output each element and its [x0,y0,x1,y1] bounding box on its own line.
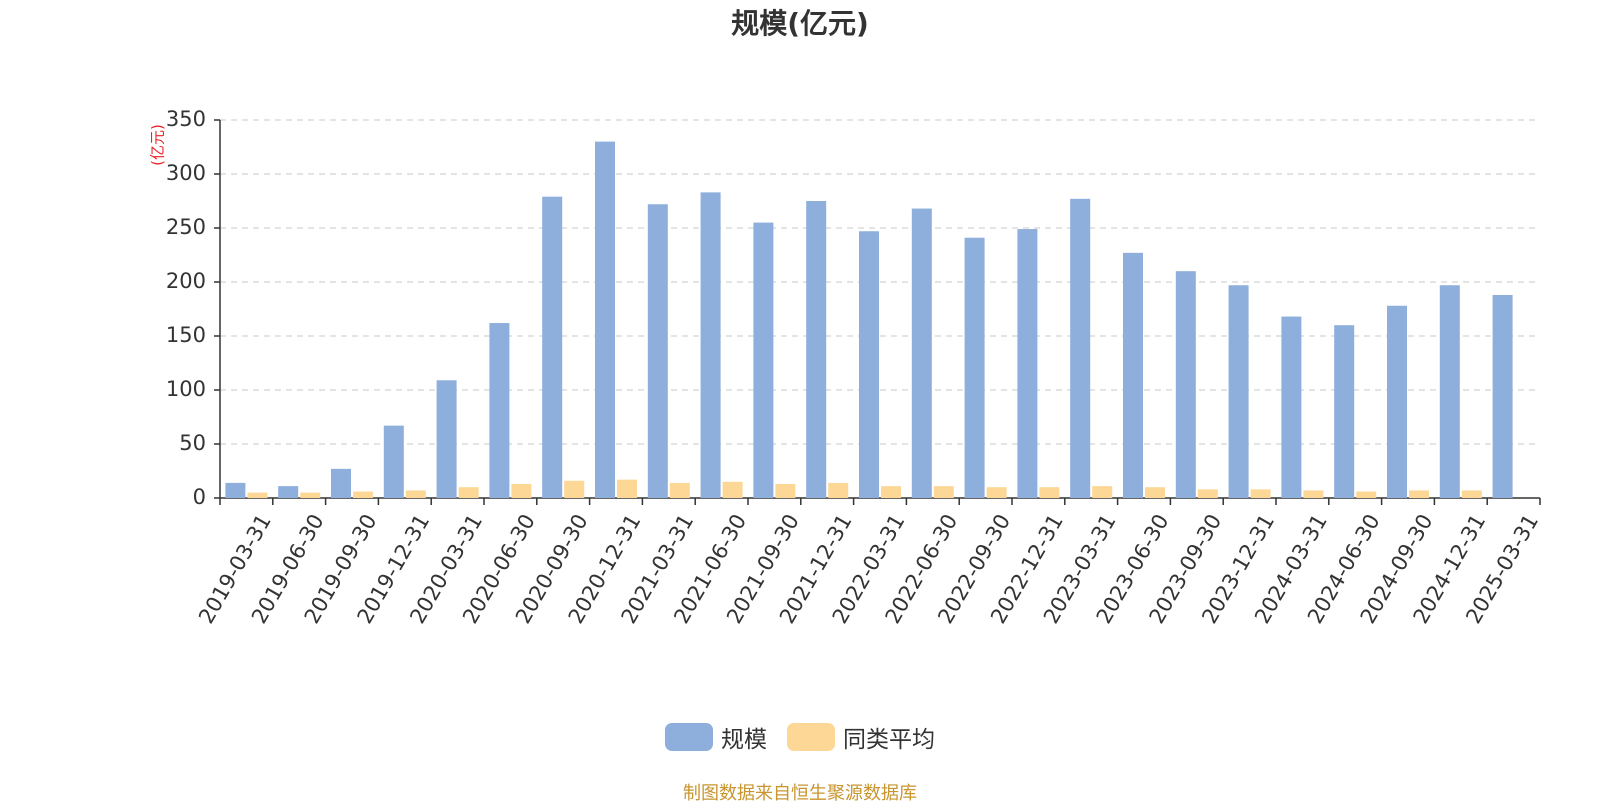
bar-scale[interactable] [436,380,457,498]
legend-item-scale[interactable]: 规模 [665,720,767,754]
bar-scale[interactable] [383,425,404,498]
bar-scale[interactable] [1492,294,1513,498]
bar-peer-average[interactable] [458,487,479,498]
bar-scale[interactable] [1070,198,1091,498]
bar-peer-average[interactable] [564,480,585,498]
bar-peer-average[interactable] [669,482,690,498]
y-axis-label: (亿元) [149,124,167,166]
bar-scale[interactable] [1334,325,1355,498]
bar-scale[interactable] [964,237,985,498]
bar-peer-average[interactable] [247,492,268,498]
bar-scale[interactable] [806,201,827,498]
legend-label-peer-average: 同类平均 [843,727,935,753]
bar-scale[interactable] [647,204,668,499]
bar-peer-average[interactable] [511,483,532,498]
bar-peer-average[interactable] [1250,489,1271,498]
bar-scale[interactable] [331,468,351,498]
bar-scale[interactable] [489,323,510,498]
bar-scale[interactable] [278,486,299,498]
bar-peer-average[interactable] [933,486,954,498]
bar-scale[interactable] [1281,316,1302,498]
bar-peer-average[interactable] [1039,487,1060,498]
bar-peer-average[interactable] [828,482,849,498]
bar-peer-average[interactable] [405,490,426,498]
bar-scale[interactable] [225,482,246,498]
bar-peer-average[interactable] [1092,486,1113,498]
y-tick-label: 200 [166,269,206,293]
bar-peer-average[interactable] [1197,489,1218,498]
bar-peer-average[interactable] [353,491,373,498]
legend-label-scale: 规模 [721,727,767,753]
bar-scale[interactable] [1228,285,1249,498]
bar-peer-average[interactable] [617,479,637,498]
bar-peer-average[interactable] [1303,490,1324,498]
bars [225,141,1513,499]
bar-peer-average[interactable] [1461,490,1482,498]
legend: 规模 同类平均 [0,720,1600,754]
bar-scale[interactable] [753,222,774,498]
chart-title: 规模(亿元) [731,7,869,40]
bar-peer-average[interactable] [986,487,1007,498]
bar-scale[interactable] [1123,252,1143,498]
bar-scale[interactable] [542,196,563,498]
y-tick-label: 300 [166,161,206,185]
bar-scale[interactable] [1017,229,1038,498]
bar-peer-average[interactable] [1145,487,1165,498]
source-note: 制图数据来自恒生聚源数据库 [683,783,917,804]
bar-scale[interactable] [1439,285,1460,498]
bar-peer-average[interactable] [881,486,901,498]
legend-swatch-peer-average [787,723,835,751]
y-tick-label: 100 [166,377,206,401]
bar-scale[interactable] [859,231,879,499]
y-tick-label: 0 [193,485,206,509]
bar-peer-average[interactable] [300,492,321,498]
bar-scale[interactable] [1175,271,1196,498]
legend-item-peer-average[interactable]: 同类平均 [787,720,935,754]
y-tick-label: 50 [179,431,206,455]
bar-scale[interactable] [595,141,615,498]
bar-scale[interactable] [1387,305,1407,498]
y-tick-label: 150 [166,323,206,347]
bar-scale[interactable] [700,192,721,499]
bar-peer-average[interactable] [1356,491,1377,498]
y-tick-label: 250 [166,215,206,239]
bar-peer-average[interactable] [722,481,743,498]
bar-scale[interactable] [911,208,932,498]
bar-peer-average[interactable] [775,483,796,498]
bar-peer-average[interactable] [1409,490,1429,498]
y-tick-label: 350 [166,107,206,131]
legend-swatch-scale [665,723,713,751]
